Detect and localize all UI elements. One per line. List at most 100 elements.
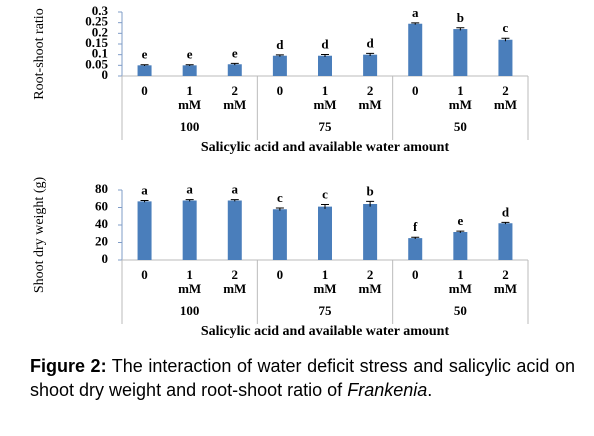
bar bbox=[498, 223, 513, 260]
significance-letter: a bbox=[186, 182, 193, 197]
caption-species: Frankenia bbox=[347, 380, 428, 400]
y-axis-label: Root-shoot ratio bbox=[32, 8, 47, 99]
group-label: 100 bbox=[180, 303, 200, 318]
caption-label: Figure 2: bbox=[30, 356, 107, 376]
x-tick-label: 1 mM bbox=[313, 268, 337, 296]
x-tick-label-box: 0 bbox=[412, 84, 419, 98]
bar bbox=[137, 201, 152, 260]
bar bbox=[227, 200, 242, 260]
error-bar bbox=[185, 64, 194, 66]
error-bar bbox=[501, 37, 510, 42]
error-bar bbox=[230, 199, 239, 202]
x-tick-label-box: 2 mM bbox=[358, 84, 382, 112]
x-tick-label-box: 0 bbox=[411, 268, 419, 282]
bar bbox=[227, 64, 242, 76]
significance-letter: a bbox=[232, 182, 239, 197]
x-axis-label: Salicylic acid and available water amoun… bbox=[201, 140, 450, 155]
x-tick-label-box: 1 mM bbox=[448, 268, 472, 296]
error-bar bbox=[366, 200, 375, 207]
y-tick-label: 0.05 bbox=[85, 56, 108, 71]
y-tick-label: 0.25 bbox=[85, 14, 108, 29]
x-tick-label: 2 mM bbox=[493, 268, 517, 296]
y-tick-label: 20 bbox=[95, 233, 108, 248]
y-tick-label: 0.15 bbox=[85, 35, 108, 50]
y-tick-label: 0 bbox=[102, 67, 109, 82]
error-bar bbox=[185, 199, 194, 202]
error-bar bbox=[275, 54, 284, 57]
x-tick-label: 0 bbox=[411, 268, 419, 282]
x-tick-label: 2 mM bbox=[358, 84, 382, 112]
x-tick-label-box: 1 mM bbox=[178, 268, 202, 296]
x-tick-label: 1 mM bbox=[448, 268, 472, 296]
group-label: 75 bbox=[319, 303, 333, 318]
x-tick-label: 2 mM bbox=[223, 84, 247, 112]
x-tick-label: 1 mM bbox=[178, 84, 202, 112]
caption-end: . bbox=[427, 380, 433, 400]
bar bbox=[182, 200, 197, 260]
x-tick-label-box: 1 mM bbox=[178, 84, 202, 112]
caption: Figure 2: The interaction of water defic… bbox=[30, 354, 575, 402]
bar bbox=[272, 209, 287, 260]
bar bbox=[318, 55, 332, 76]
caption-text: The interaction of water deficit stress … bbox=[30, 356, 575, 400]
x-tick-label-box: 0 bbox=[277, 84, 284, 98]
significance-letter: d bbox=[366, 35, 374, 50]
x-tick-label-box: 2 mM bbox=[493, 84, 517, 112]
error-bar bbox=[321, 203, 329, 209]
significance-letter: c bbox=[503, 20, 509, 35]
x-tick-label: 2 mM bbox=[358, 268, 382, 296]
significance-letter: d bbox=[276, 37, 284, 52]
bar bbox=[408, 238, 423, 260]
significance-letter: b bbox=[457, 10, 464, 25]
group-label: 75 bbox=[319, 119, 333, 134]
significance-letter: f bbox=[413, 219, 418, 234]
error-bar bbox=[411, 236, 420, 239]
bar bbox=[363, 204, 378, 260]
x-tick-label: 2 mM bbox=[493, 84, 517, 112]
x-tick-label: 0 bbox=[141, 84, 148, 98]
x-tick-label-box: 1 mM bbox=[313, 268, 337, 296]
error-bar bbox=[456, 27, 465, 31]
error-bar bbox=[366, 52, 375, 56]
bar bbox=[453, 29, 468, 76]
bar bbox=[318, 206, 332, 260]
bar bbox=[408, 23, 423, 76]
significance-letter: e bbox=[457, 213, 463, 228]
y-tick-label: 40 bbox=[95, 216, 108, 231]
bar bbox=[453, 232, 468, 260]
significance-letter: c bbox=[277, 190, 283, 205]
bar bbox=[498, 39, 513, 76]
y-tick-label: 80 bbox=[95, 181, 108, 196]
significance-letter: e bbox=[142, 47, 148, 62]
significance-letter: c bbox=[322, 186, 328, 201]
bar bbox=[363, 54, 378, 76]
error-bar bbox=[321, 53, 329, 58]
group-label: 50 bbox=[454, 119, 467, 134]
x-tick-label: 1 mM bbox=[448, 84, 472, 112]
y-tick-label: 0.2 bbox=[92, 24, 108, 39]
x-tick-label-box: 1 mM bbox=[448, 84, 472, 112]
x-tick-label: 1 mM bbox=[313, 84, 337, 112]
x-tick-label-box: 1 mM bbox=[313, 84, 337, 112]
significance-letter: e bbox=[187, 47, 193, 62]
group-label: 50 bbox=[454, 303, 467, 318]
error-bar bbox=[230, 62, 239, 66]
bar bbox=[182, 65, 197, 76]
x-tick-label-box: 0 bbox=[141, 84, 148, 98]
x-tick-label-box: 2 mM bbox=[493, 268, 517, 296]
error-bar bbox=[456, 230, 465, 233]
x-tick-label-box: 0 bbox=[141, 268, 148, 282]
significance-letter: d bbox=[321, 36, 329, 51]
y-tick-label: 0.1 bbox=[92, 46, 108, 61]
x-tick-label-box: 2 mM bbox=[223, 84, 247, 112]
error-bar bbox=[275, 207, 284, 211]
x-tick-label: 1 mM bbox=[178, 268, 202, 296]
significance-letter: a bbox=[141, 182, 148, 197]
x-axis-label: Salicylic acid and available water amoun… bbox=[201, 324, 450, 339]
x-tick-label: 0 bbox=[276, 268, 284, 282]
bar bbox=[137, 65, 152, 76]
x-tick-label: 2 mM bbox=[223, 268, 247, 296]
x-tick-label-box: 2 mM bbox=[223, 268, 247, 296]
